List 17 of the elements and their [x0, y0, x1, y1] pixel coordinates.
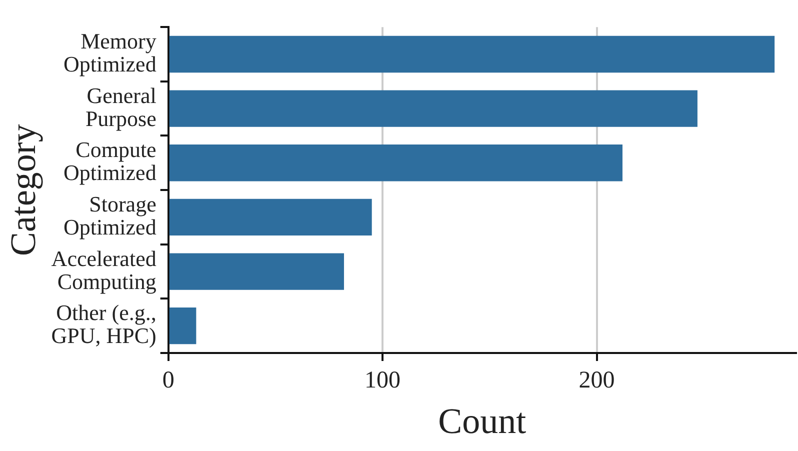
y-tick-label: Memory Optimized — [63, 28, 156, 77]
x-tick-label: 200 — [578, 368, 615, 394]
bar — [169, 308, 196, 344]
bar — [169, 253, 344, 290]
bar — [169, 36, 775, 73]
bar — [169, 198, 372, 236]
y-tick-label: Compute Optimized — [63, 137, 156, 186]
bar — [169, 144, 622, 182]
y-axis-title: Category — [3, 124, 44, 256]
x-tick-label: 0 — [162, 368, 174, 394]
y-tick-label: Storage Optimized — [63, 191, 156, 240]
x-tick-label: 100 — [364, 368, 401, 394]
x-axis-title: Count — [438, 400, 526, 441]
bar — [169, 90, 698, 127]
y-tick-label: General Purpose — [85, 82, 156, 131]
y-tick-label: Other (e.g., GPU, HPC) — [51, 300, 156, 348]
y-tick-label: Accelerated Computing — [51, 246, 156, 294]
